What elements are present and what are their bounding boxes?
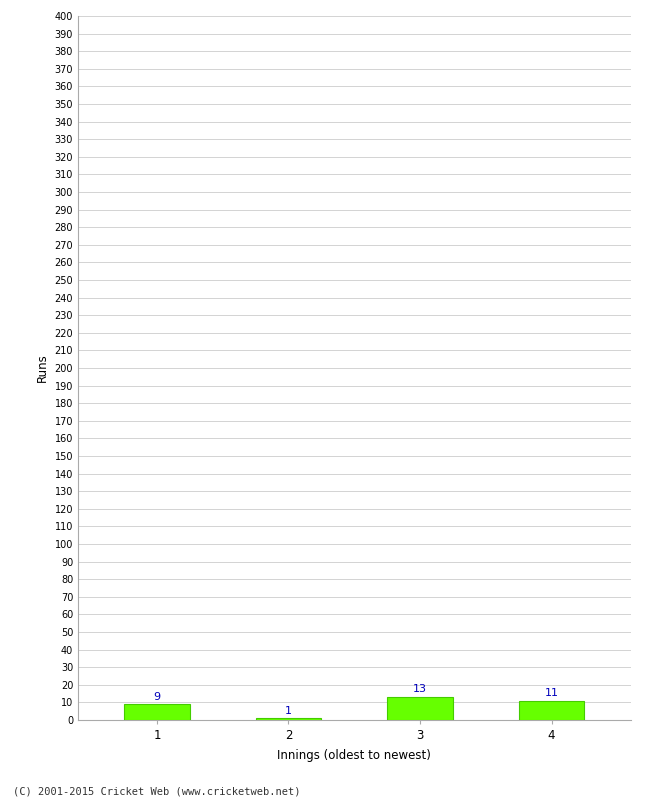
Text: 1: 1 <box>285 706 292 715</box>
X-axis label: Innings (oldest to newest): Innings (oldest to newest) <box>278 749 431 762</box>
Y-axis label: Runs: Runs <box>36 354 49 382</box>
Text: 11: 11 <box>545 688 558 698</box>
Bar <box>519 701 584 720</box>
Bar <box>124 704 190 720</box>
Bar <box>387 697 453 720</box>
Text: 9: 9 <box>153 691 161 702</box>
Text: (C) 2001-2015 Cricket Web (www.cricketweb.net): (C) 2001-2015 Cricket Web (www.cricketwe… <box>13 786 300 796</box>
Bar <box>255 718 321 720</box>
Text: 13: 13 <box>413 685 427 694</box>
